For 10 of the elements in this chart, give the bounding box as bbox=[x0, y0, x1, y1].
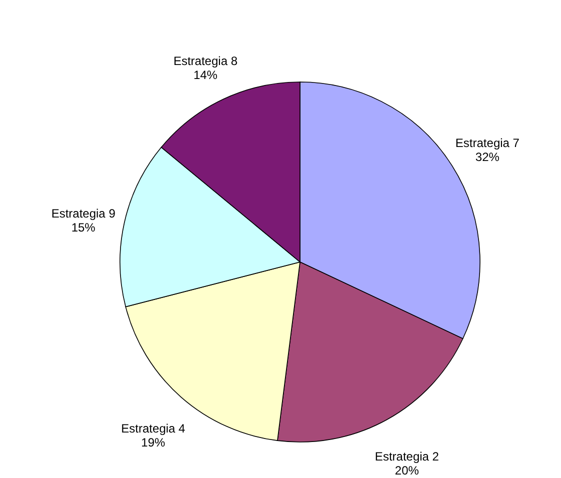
slice-label: Estrategia 2 bbox=[374, 450, 440, 464]
data-label: 32% bbox=[475, 150, 500, 164]
slice-label: Estrategia 8 bbox=[173, 54, 238, 68]
data-label: 14% bbox=[193, 68, 218, 82]
slice-label: Estrategia 4 bbox=[121, 422, 186, 436]
slice-label: Estrategia 7 bbox=[455, 136, 520, 150]
data-label: 19% bbox=[141, 436, 166, 450]
data-label: 15% bbox=[71, 220, 96, 235]
slice-label: Estrategia 9 bbox=[51, 206, 116, 221]
data-label: 20% bbox=[394, 464, 420, 478]
